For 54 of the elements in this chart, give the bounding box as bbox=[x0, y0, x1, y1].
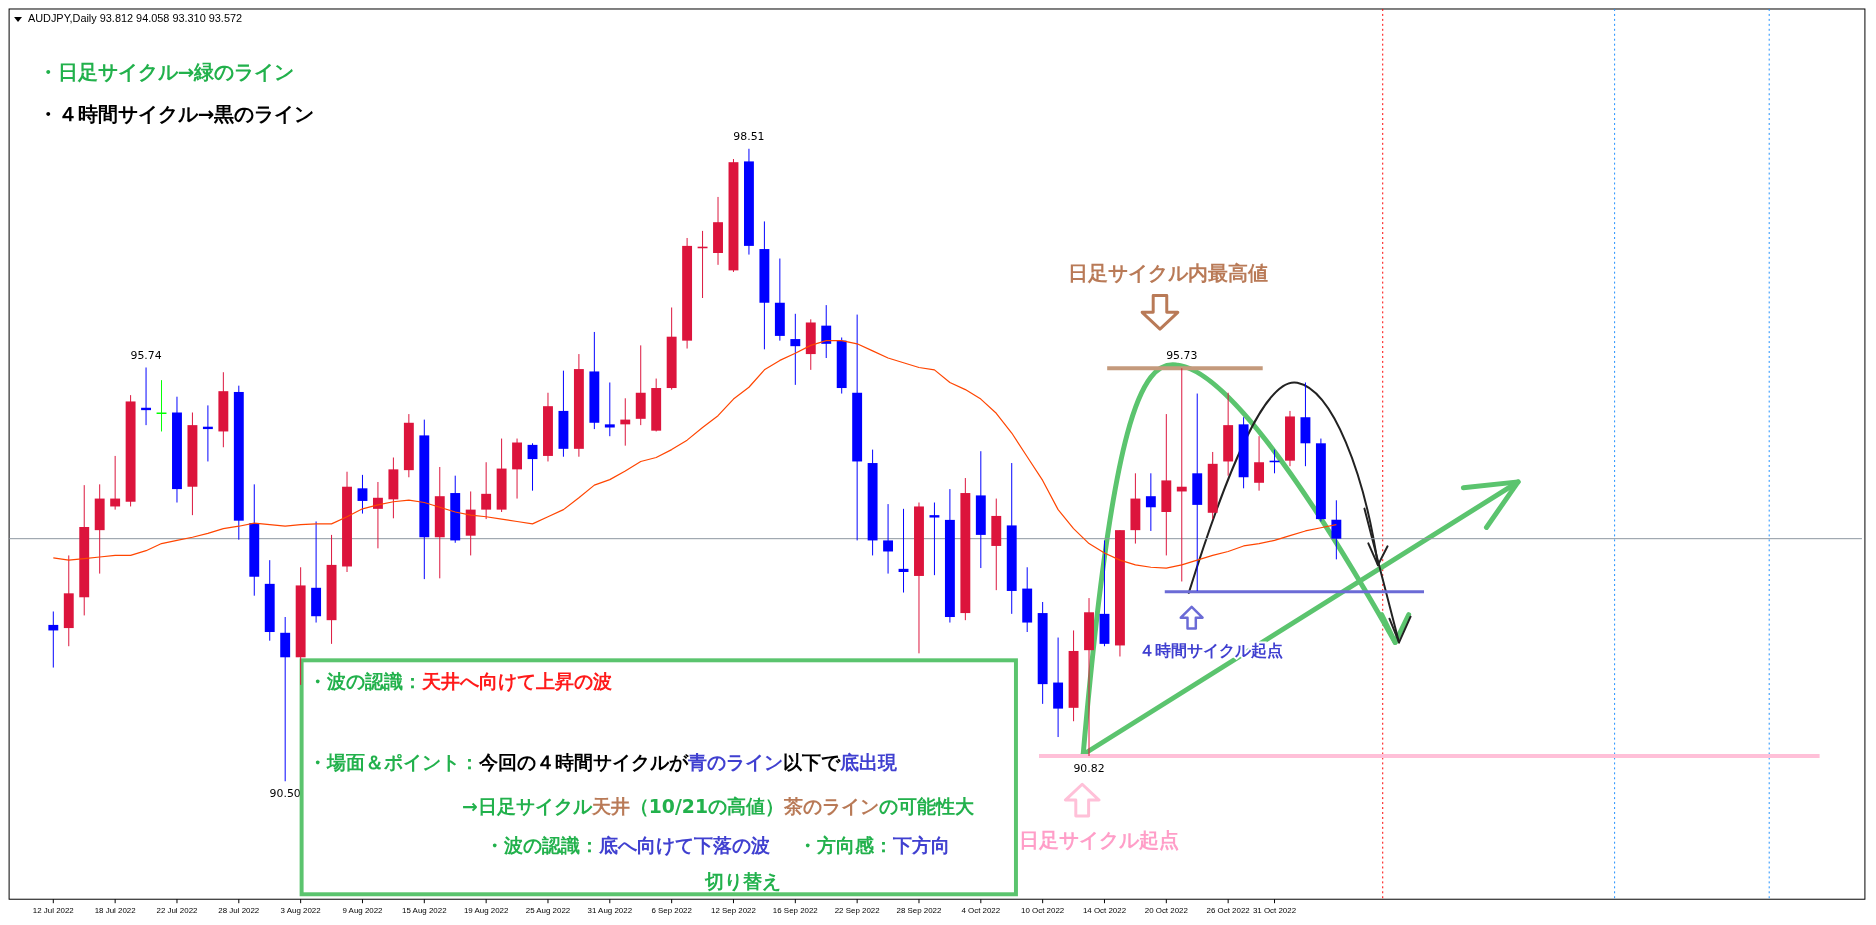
x-tick-label: 18 Jul 2022 bbox=[94, 906, 136, 916]
x-tick-label: 6 Sep 2022 bbox=[651, 906, 692, 916]
annotation: ・場面＆ポイント： bbox=[308, 752, 480, 774]
x-tick-label: 31 Oct 2022 bbox=[1252, 906, 1297, 916]
annotation: 90.50 bbox=[269, 787, 301, 801]
text: ・４時間サイクル→黒のライン bbox=[37, 103, 315, 127]
text: 切り替え bbox=[704, 871, 782, 893]
x-tick-label: 10 Oct 2022 bbox=[1021, 906, 1065, 916]
x-tick-label: 19 Aug 2022 bbox=[463, 906, 509, 916]
candlestick bbox=[604, 382, 615, 437]
x-tick-label: 25 Aug 2022 bbox=[525, 906, 571, 916]
annotation: 90.82 bbox=[1073, 761, 1105, 775]
x-tick-label: 12 Sep 2022 bbox=[711, 906, 756, 916]
annotation: 日足サイクル内最高値 bbox=[1067, 261, 1268, 285]
candlestick bbox=[1254, 435, 1265, 492]
candlestick bbox=[821, 304, 832, 359]
text: 下方向 bbox=[891, 834, 950, 856]
text: 底へ向けて下落の波 bbox=[597, 834, 770, 856]
candlestick bbox=[357, 474, 368, 515]
candlestick bbox=[110, 455, 121, 511]
candlestick bbox=[1145, 472, 1156, 532]
x-tick-label: 22 Sep 2022 bbox=[834, 906, 880, 916]
x-tick-label: 31 Aug 2022 bbox=[587, 906, 633, 916]
chart-title: AUDJPY,Daily 93.812 94.058 93.310 93.572 bbox=[27, 11, 243, 24]
text: ・方向感： bbox=[797, 834, 893, 856]
x-tick-label: 28 Sep 2022 bbox=[896, 906, 942, 916]
x-tick-label: 12 Jul 2022 bbox=[32, 906, 74, 916]
x-tick-label: 20 Oct 2022 bbox=[1144, 906, 1188, 916]
candlestick bbox=[48, 610, 59, 669]
text: （10/21の高値） bbox=[629, 795, 785, 817]
x-tick-label: 22 Jul 2022 bbox=[156, 906, 198, 916]
x-tick-label: 4 Oct 2022 bbox=[961, 906, 1001, 916]
candlestick bbox=[790, 313, 801, 386]
candlestick bbox=[1331, 499, 1342, 560]
annotation: ・波の認識： bbox=[308, 671, 423, 693]
text: ・日足サイクル→緑のライン bbox=[37, 61, 295, 85]
text: 日足サイクル起点 bbox=[1019, 828, 1180, 852]
x-tick-label: 15 Aug 2022 bbox=[402, 906, 447, 916]
x-tick-label: 9 Aug 2022 bbox=[342, 906, 383, 916]
annotation: 95.74 bbox=[130, 348, 162, 362]
x-tick-label: 14 Oct 2022 bbox=[1082, 906, 1127, 916]
x-tick-label: 3 Aug 2022 bbox=[280, 906, 321, 916]
annotation: 98.51 bbox=[733, 129, 765, 143]
x-tick-label: 28 Jul 2022 bbox=[218, 906, 260, 916]
annotation: 天井へ向けて上昇の波 bbox=[421, 671, 613, 693]
candlestick bbox=[929, 502, 940, 576]
x-tick-label: 16 Sep 2022 bbox=[772, 906, 818, 916]
candlestick bbox=[481, 461, 492, 520]
text: ・波の認識： bbox=[484, 834, 599, 856]
text: 茶のライン bbox=[783, 795, 880, 817]
annotation: 95.73 bbox=[1166, 349, 1198, 363]
text: の可能性大 bbox=[879, 795, 976, 817]
candlestick bbox=[883, 503, 894, 575]
x-tick-label: 26 Oct 2022 bbox=[1206, 906, 1250, 916]
